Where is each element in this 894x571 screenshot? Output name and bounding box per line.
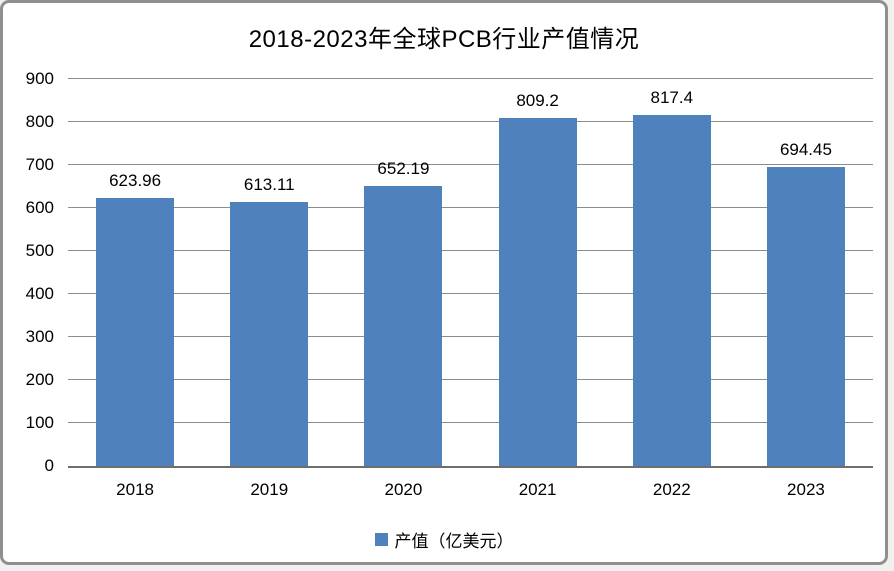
bar-2018	[96, 197, 175, 466]
x-axis-tick-label: 2022	[652, 480, 691, 499]
bar-slot: 613.11	[202, 79, 336, 466]
x-axis-tick-label: 2023	[787, 480, 825, 499]
bar-slot: 623.96	[68, 79, 202, 466]
bar-2019	[230, 202, 309, 466]
bar-slot: 809.2	[471, 79, 605, 466]
bar-slot: 652.19	[336, 79, 470, 466]
y-axis-tick-label: 900	[25, 69, 54, 88]
bar-2023	[766, 167, 845, 466]
bar-2020	[364, 185, 443, 466]
y-axis-tick-label: 400	[25, 284, 54, 303]
bars-row: 623.96 613.11 652.19 809.2 817.4 694.45	[68, 79, 873, 466]
x-axis-labels: 2018 2019 2020 2021 2022 2023	[68, 480, 873, 500]
plot-area: 623.96 613.11 652.19 809.2 817.4 694.45 0 100 2…	[26, 69, 873, 475]
gridline	[68, 336, 873, 338]
bar-value-label: 652.19	[377, 158, 430, 178]
y-axis-tick-label: 100	[25, 413, 54, 432]
legend: 产值（亿美元）	[3, 527, 885, 552]
gridline	[68, 379, 873, 380]
gridline	[68, 78, 873, 79]
bar-2022	[632, 114, 711, 466]
bar-value-label: 623.96	[109, 170, 162, 190]
bar-value-label: 809.2	[516, 91, 559, 111]
y-axis-tick-label: 500	[25, 241, 54, 260]
gridline	[68, 422, 873, 423]
gridline	[68, 121, 873, 122]
legend-label: 产值（亿美元）	[394, 532, 514, 551]
bar-value-label: 817.4	[650, 87, 694, 107]
gridline	[68, 164, 873, 165]
gridline	[68, 250, 873, 251]
x-axis-tick-label: 2021	[518, 480, 557, 499]
y-axis-tick-label: 700	[25, 155, 54, 174]
gridline	[68, 207, 873, 209]
bar-2021	[498, 118, 577, 466]
y-axis-tick-label: 200	[25, 370, 54, 389]
bar-slot: 817.4	[605, 79, 739, 466]
x-axis-tick-label: 2020	[384, 480, 423, 499]
gridline	[68, 293, 873, 294]
x-axis-tick-label: 2019	[250, 480, 289, 499]
y-axis-tick-label: 800	[25, 112, 54, 131]
legend-swatch-icon	[374, 533, 388, 546]
bar-value-label: 694.45	[779, 140, 832, 160]
bar-slot: 694.45	[739, 79, 873, 466]
bar-value-label: 613.11	[243, 175, 295, 195]
y-axis-tick-label: 0	[44, 456, 54, 475]
x-axis-tick-label: 2018	[116, 480, 154, 499]
y-axis-tick-label: 300	[25, 327, 54, 347]
y-axis-tick-label: 600	[25, 198, 54, 218]
chart-title: 2018-2023年全球PCB行业产值情况	[248, 26, 640, 53]
